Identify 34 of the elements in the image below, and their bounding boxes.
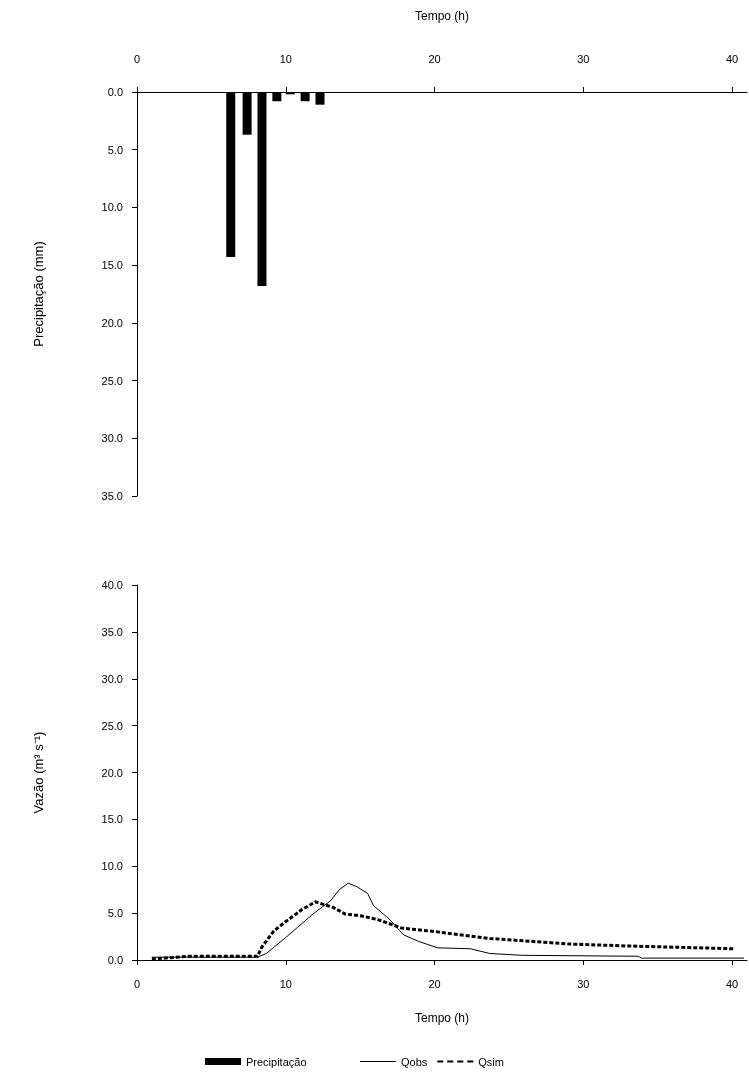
y-tick-label: 15.0 <box>101 813 123 826</box>
x-tick-label: 10 <box>279 52 292 65</box>
y-tick-label: 30.0 <box>101 432 123 445</box>
x-tick-label: 20 <box>428 977 441 990</box>
x-tick-label: 40 <box>726 52 739 65</box>
legend-label: Qsim <box>478 1055 504 1068</box>
y-tick-label: 25.0 <box>101 374 123 387</box>
y-tick-label: 35.0 <box>101 490 123 502</box>
y-tick-label: 35.0 <box>101 625 123 638</box>
y-tick-label: 30.0 <box>101 672 123 685</box>
y-tick-label: 5.0 <box>107 143 123 156</box>
legend-label: Qobs <box>401 1055 428 1068</box>
x-axis-title: Tempo (h) <box>414 1011 470 1025</box>
y-tick-label: 25.0 <box>101 719 123 732</box>
y-tick-label: 5.0 <box>107 907 123 920</box>
x-tick-label: 30 <box>577 977 590 990</box>
y-tick-label: 10.0 <box>101 860 123 873</box>
x-tick-label: 40 <box>726 977 739 990</box>
y-tick-label: 40.0 <box>101 579 123 591</box>
y-tick-label: 0.0 <box>107 954 123 966</box>
x-axis-title: Tempo (h) <box>414 9 470 23</box>
y-tick-label: 20.0 <box>101 316 123 329</box>
y-axis-title: Precipitação (mm) <box>31 241 46 347</box>
x-tick-label: 20 <box>428 52 441 65</box>
x-tick-label: 30 <box>577 52 590 65</box>
y-axis-title: Vazão (m³ s⁻¹) <box>31 731 46 814</box>
y-tick-label: 10.0 <box>101 201 123 214</box>
x-tick-label: 10 <box>279 977 292 990</box>
x-tick-label: 0 <box>133 52 141 65</box>
y-tick-label: 15.0 <box>101 259 123 272</box>
y-tick-label: 0.0 <box>107 86 123 98</box>
x-tick-label: 0 <box>133 977 141 990</box>
legend-label: Precipitação <box>246 1055 307 1068</box>
y-tick-label: 20.0 <box>101 766 123 779</box>
